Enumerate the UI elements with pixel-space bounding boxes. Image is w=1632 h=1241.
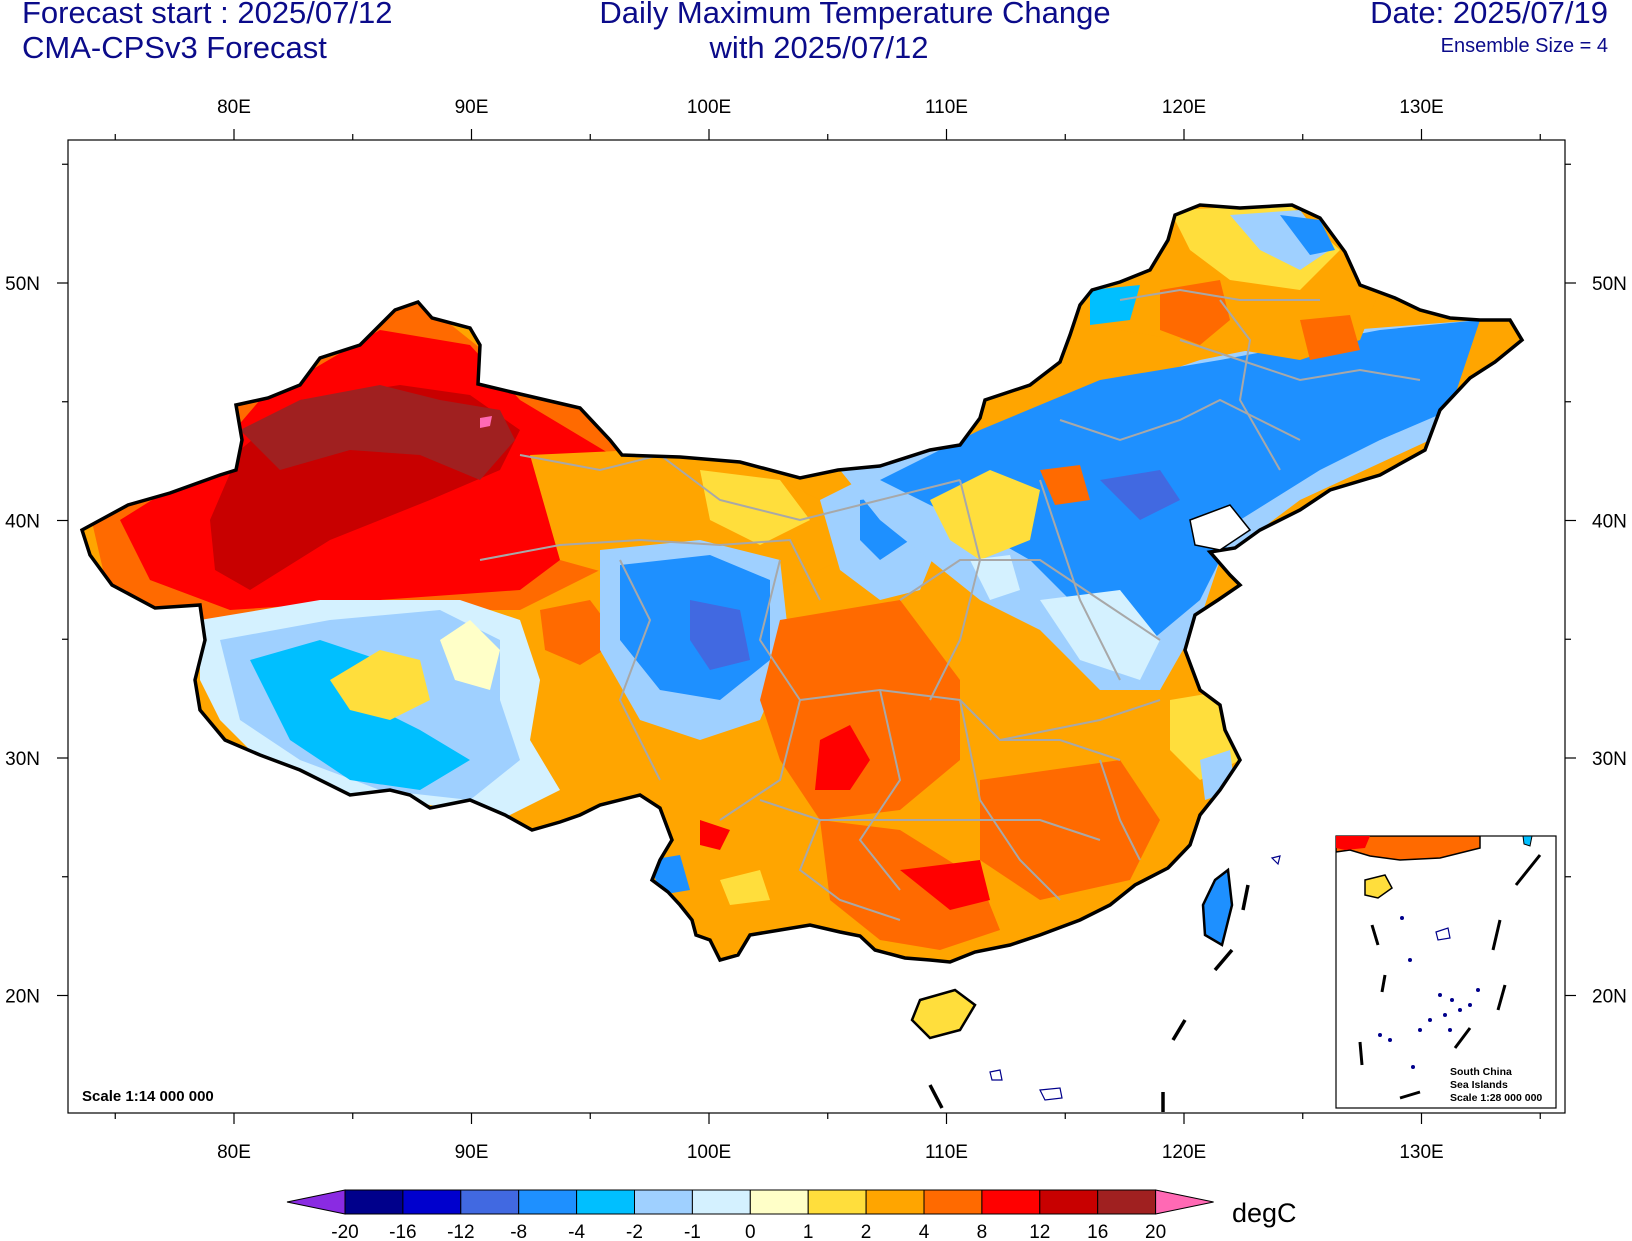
colorbar-swatch bbox=[865, 1189, 925, 1215]
colorbar-swatch bbox=[576, 1189, 635, 1215]
colorbar-tick-label: -12 bbox=[447, 1222, 474, 1241]
colorbar-unit-label: degC bbox=[1232, 1198, 1297, 1228]
lon-label: 120E bbox=[1162, 1142, 1206, 1163]
lat-label: 40N bbox=[5, 512, 40, 533]
map-title-line1: Daily Maximum Temperature Change bbox=[599, 0, 1111, 30]
lon-label: 80E bbox=[217, 1142, 251, 1163]
colorbar-tick-label: 4 bbox=[919, 1222, 930, 1241]
lon-label: 110E bbox=[925, 1142, 968, 1163]
colorbar-tick-label: 2 bbox=[861, 1222, 872, 1241]
lat-label: 50N bbox=[1592, 274, 1627, 295]
map-title-line2: with 2025/07/12 bbox=[709, 30, 929, 65]
axis-ticks bbox=[57, 129, 1576, 1124]
lat-label: 20N bbox=[5, 987, 40, 1008]
lon-label: 80E bbox=[217, 97, 251, 118]
colorbar-tick-label: 8 bbox=[977, 1222, 988, 1241]
colorbar-swatch bbox=[344, 1189, 404, 1215]
lon-label: 130E bbox=[1399, 97, 1443, 118]
colorbar-swatch bbox=[807, 1189, 867, 1215]
colorbar-tick-label: 1 bbox=[803, 1222, 814, 1241]
model-name-text: CMA-CPSv3 Forecast bbox=[22, 30, 327, 65]
bohai-sea bbox=[1189, 504, 1252, 551]
colorbar-tick-label: 16 bbox=[1087, 1222, 1108, 1241]
colorbar-swatch bbox=[1039, 1189, 1099, 1215]
maritime-dash-line bbox=[928, 884, 1250, 1112]
colorbar-tick-label: -2 bbox=[626, 1222, 643, 1241]
colorbar: -20 -16 -12 -8 -4 -2 -1 0 1 2 4 8 12 16 20 bbox=[286, 1189, 1214, 1241]
inset-label-line1: South China bbox=[1450, 1066, 1512, 1078]
colorbar-tick-label: -4 bbox=[568, 1222, 585, 1241]
map-scale-label: Scale 1:14 000 000 bbox=[82, 1088, 214, 1105]
inset-label-line2: Sea Islands bbox=[1450, 1079, 1508, 1091]
colorbar-tick-label: -16 bbox=[389, 1222, 416, 1241]
colorbar-tick-label: 20 bbox=[1145, 1222, 1166, 1241]
colorbar-swatch bbox=[691, 1189, 751, 1215]
island-marks bbox=[989, 855, 1281, 1101]
colorbar-tick-label: -8 bbox=[510, 1222, 527, 1241]
lon-label: 130E bbox=[1399, 1142, 1443, 1163]
colorbar-swatch bbox=[518, 1189, 578, 1215]
colorbar-swatch bbox=[749, 1189, 809, 1215]
lat-label: 30N bbox=[5, 749, 40, 770]
lon-label: 110E bbox=[925, 97, 968, 118]
lon-label: 100E bbox=[687, 1142, 731, 1163]
axis-labels: 80E 80E 90E 90E 100E 100E 110E 110E 120E 120E 130E… bbox=[5, 97, 1627, 1163]
lat-label: 40N bbox=[1592, 512, 1627, 533]
colorbar-tick-label: -20 bbox=[331, 1222, 358, 1241]
lon-label: 100E bbox=[687, 97, 731, 118]
lon-label: 90E bbox=[455, 97, 489, 118]
lat-label: 30N bbox=[1592, 749, 1627, 770]
inset-scale-label: Scale 1:28 000 000 bbox=[1450, 1092, 1542, 1104]
colorbar-tick-label: -1 bbox=[684, 1222, 701, 1241]
south-china-sea-inset: South China Sea Islands Scale 1:28 000 0… bbox=[1335, 835, 1557, 1109]
colorbar-tick-label: 12 bbox=[1029, 1222, 1050, 1241]
colorbar-swatch bbox=[634, 1189, 693, 1215]
lat-label: 50N bbox=[5, 274, 40, 295]
colorbar-tick-label: 0 bbox=[745, 1222, 756, 1241]
ensemble-size-text: Ensemble Size = 4 bbox=[1440, 35, 1608, 57]
colorbar-under-triangle bbox=[286, 1189, 346, 1215]
province-boundaries bbox=[479, 288, 1421, 921]
taiwan-island bbox=[1201, 867, 1234, 947]
colorbar-swatch bbox=[981, 1189, 1041, 1215]
lat-label: 20N bbox=[1592, 987, 1627, 1008]
lon-label: 120E bbox=[1162, 97, 1206, 118]
valid-date-text: Date: 2025/07/19 bbox=[1370, 0, 1608, 30]
colorbar-swatch bbox=[460, 1189, 520, 1215]
colorbar-over-triangle bbox=[1155, 1189, 1214, 1215]
forecast-start-text: Forecast start : 2025/07/12 bbox=[22, 0, 393, 30]
colorbar-swatch bbox=[923, 1189, 983, 1215]
hainan-island bbox=[910, 988, 977, 1040]
colorbar-swatch bbox=[402, 1189, 462, 1215]
colorbar-swatch bbox=[1097, 1189, 1157, 1215]
lon-label: 90E bbox=[455, 1142, 489, 1163]
